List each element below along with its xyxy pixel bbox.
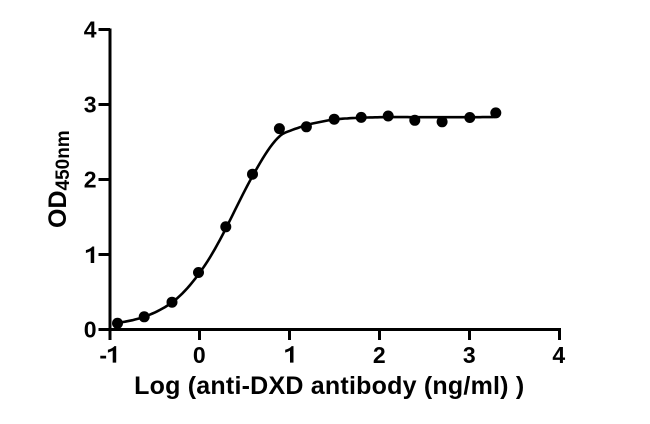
svg-text:4: 4 [552,342,565,368]
svg-text:0: 0 [193,342,206,368]
svg-text:0: 0 [84,317,97,343]
svg-text:4: 4 [84,17,97,43]
svg-text:2: 2 [84,167,97,193]
svg-text:Log (anti-DXD antibody (ng/ml): Log (anti-DXD antibody (ng/ml) ) [134,372,524,400]
svg-text:3: 3 [463,342,476,368]
svg-text:3: 3 [84,92,97,118]
svg-text:-: - [99,342,107,368]
svg-text:2: 2 [373,342,386,368]
